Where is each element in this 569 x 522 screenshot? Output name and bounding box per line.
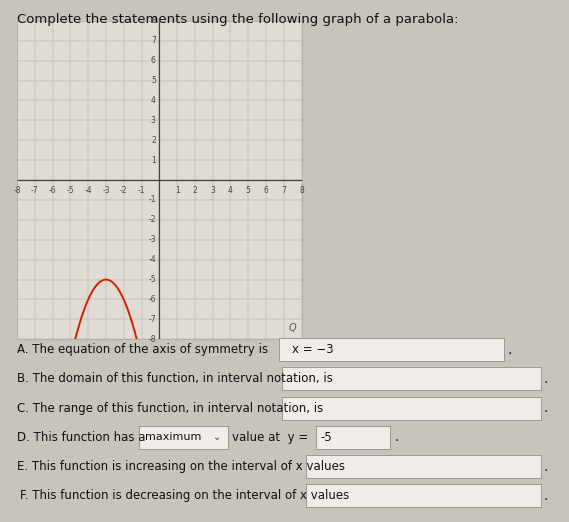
Text: 2: 2 [151,136,156,145]
Text: ⌄: ⌄ [213,432,221,443]
Text: 4: 4 [151,96,156,105]
Text: -2: -2 [120,186,127,195]
Text: 7: 7 [151,37,156,45]
Text: D. This function has a: D. This function has a [17,431,146,444]
Text: 6: 6 [151,56,156,65]
Text: -3: -3 [148,235,156,244]
Text: -5: -5 [148,275,156,284]
Text: Complete the statements using the following graph of a parabola:: Complete the statements using the follow… [17,13,459,26]
Text: C. The range of this function, in interval notation, is: C. The range of this function, in interv… [17,402,323,414]
Text: 5: 5 [246,186,251,195]
Text: -2: -2 [149,216,156,224]
Text: maximum: maximum [145,432,201,443]
Text: -5: -5 [321,431,332,444]
Text: 8: 8 [299,186,304,195]
Text: -6: -6 [148,295,156,304]
Text: .: . [394,431,399,444]
Text: E. This function is increasing on the interval of x values: E. This function is increasing on the in… [17,460,345,473]
Text: 7: 7 [281,186,286,195]
Text: 3: 3 [210,186,215,195]
Text: .: . [543,489,548,503]
Text: .: . [508,343,512,357]
Text: 4: 4 [228,186,233,195]
Text: .: . [543,372,548,386]
Text: 8: 8 [151,16,156,26]
Text: x = −3: x = −3 [292,343,334,356]
Text: -8: -8 [13,186,21,195]
Text: -4: -4 [148,255,156,264]
Text: 2: 2 [192,186,197,195]
Text: 5: 5 [151,76,156,85]
Text: 6: 6 [263,186,269,195]
Text: 1: 1 [151,156,156,164]
Text: -1: -1 [138,186,145,195]
Text: A. The equation of the axis of symmetry is: A. The equation of the axis of symmetry … [17,343,268,356]
Text: .: . [543,401,548,415]
Text: Q: Q [289,323,296,334]
Text: -5: -5 [67,186,74,195]
Text: -7: -7 [148,315,156,324]
Text: -3: -3 [102,186,110,195]
Text: .: . [543,460,548,473]
Text: -6: -6 [49,186,56,195]
Text: -4: -4 [84,186,92,195]
Text: F. This function is decreasing on the interval of x values: F. This function is decreasing on the in… [20,490,349,502]
Text: -8: -8 [149,335,156,344]
Text: -7: -7 [31,186,39,195]
Text: value at  y =: value at y = [232,431,308,444]
Text: -1: -1 [149,196,156,205]
Text: B. The domain of this function, in interval notation, is: B. The domain of this function, in inter… [17,373,333,385]
Text: 3: 3 [151,116,156,125]
Text: 1: 1 [175,186,179,195]
